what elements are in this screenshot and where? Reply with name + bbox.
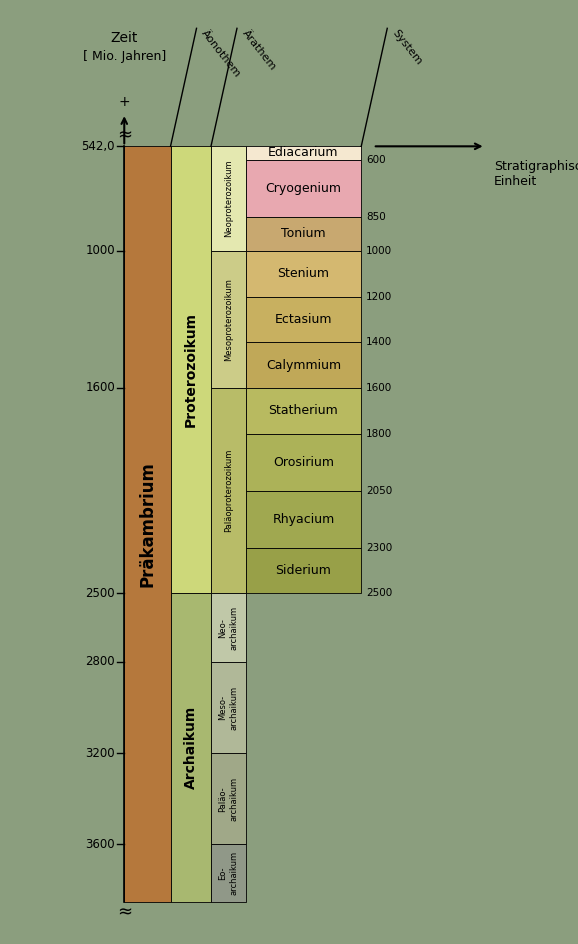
Text: Stenium: Stenium [277,267,329,280]
Text: 1600: 1600 [86,381,115,395]
Bar [211,251,246,388]
Text: Proterozoikum: Proterozoikum [184,312,198,428]
Bar [246,491,361,548]
Text: Eo-
archaikum: Eo- archaikum [218,851,238,895]
Bar [246,160,361,216]
Bar [246,146,361,160]
Text: Siderium: Siderium [276,564,331,577]
Text: 850: 850 [366,211,386,222]
Text: Calymmium: Calymmium [266,359,341,372]
Bar [246,251,361,296]
Text: Rhyacium: Rhyacium [272,513,335,526]
Text: 1200: 1200 [366,292,392,301]
Text: ≈: ≈ [117,126,132,144]
Text: +: + [118,94,130,109]
Text: Cryogenium: Cryogenium [265,181,342,194]
Bar [246,548,361,594]
Bar [211,388,246,594]
Bar [246,433,361,491]
Text: Stratigraphische
Einheit: Stratigraphische Einheit [494,160,578,189]
Text: 1000: 1000 [86,244,115,258]
Text: Ectasium: Ectasium [275,312,332,326]
Bar [171,594,211,902]
Bar [246,296,361,342]
Bar [171,146,211,594]
Text: Tonium: Tonium [281,228,326,241]
Text: Meso-
archaikum: Meso- archaikum [218,685,238,730]
Text: ≈: ≈ [117,903,132,922]
Text: 2300: 2300 [366,543,392,552]
Text: [ Mio. Jahren]: [ Mio. Jahren] [83,50,166,63]
Text: 600: 600 [366,155,386,164]
Text: 1000: 1000 [366,245,392,256]
Text: Äonothem: Äonothem [199,28,243,79]
Text: Ärathem: Ärathem [240,28,277,73]
Bar [211,146,246,251]
Text: Ediacarium: Ediacarium [268,146,339,160]
Bar [211,662,246,753]
Text: 1600: 1600 [366,383,392,393]
Text: 1800: 1800 [366,429,392,439]
Bar [211,594,246,662]
Text: Präkambrium: Präkambrium [138,461,157,587]
Text: 2050: 2050 [366,485,392,496]
Text: System: System [390,28,424,67]
Bar [211,845,246,902]
Text: Paläo-
archaikum: Paläo- archaikum [218,777,238,821]
Text: 1400: 1400 [366,337,392,347]
Text: Statherium: Statherium [269,404,338,417]
Text: Mesoproterozoikum: Mesoproterozoikum [224,278,233,361]
Text: Orosirium: Orosirium [273,456,334,468]
Text: Paläoproterozoikum: Paläoproterozoikum [224,449,233,532]
Text: 3200: 3200 [86,747,115,760]
Text: Neo-
archaikum: Neo- archaikum [218,605,238,649]
Bar [246,342,361,388]
Text: 2800: 2800 [86,655,115,668]
Bar [246,388,361,433]
Text: Archaikum: Archaikum [184,706,198,789]
Bar [246,216,361,251]
Text: 542,0: 542,0 [81,140,115,153]
Text: Neoproterozoikum: Neoproterozoikum [224,160,233,237]
Text: 2500: 2500 [366,588,392,598]
Bar [211,753,246,845]
Text: 3600: 3600 [86,838,115,851]
Text: 2500: 2500 [86,587,115,599]
Bar [124,146,171,902]
Text: Zeit: Zeit [110,31,138,44]
